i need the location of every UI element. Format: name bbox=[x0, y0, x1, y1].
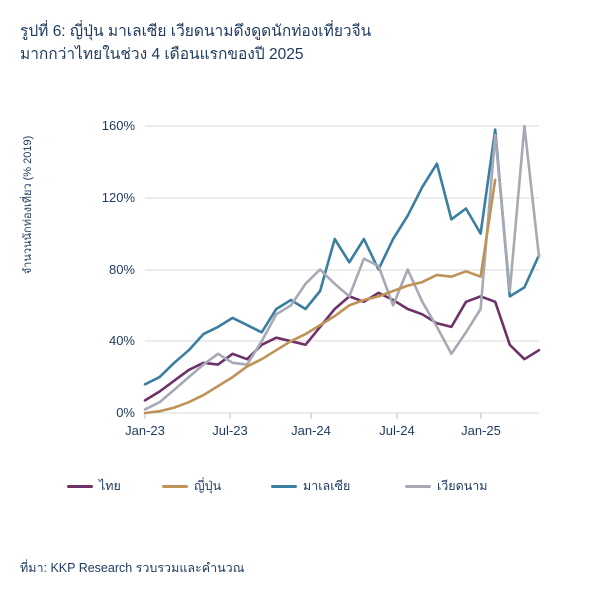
svg-text:0%: 0% bbox=[116, 405, 135, 420]
svg-text:40%: 40% bbox=[109, 333, 135, 348]
svg-text:Jul-23: Jul-23 bbox=[212, 423, 247, 438]
svg-text:Jul-24: Jul-24 bbox=[379, 423, 414, 438]
svg-text:Jan-25: Jan-25 bbox=[461, 423, 501, 438]
svg-text:120%: 120% bbox=[102, 190, 136, 205]
svg-text:80%: 80% bbox=[109, 262, 135, 277]
svg-text:Jan-23: Jan-23 bbox=[125, 423, 165, 438]
svg-text:Jan-24: Jan-24 bbox=[291, 423, 331, 438]
svg-text:160%: 160% bbox=[102, 118, 136, 133]
